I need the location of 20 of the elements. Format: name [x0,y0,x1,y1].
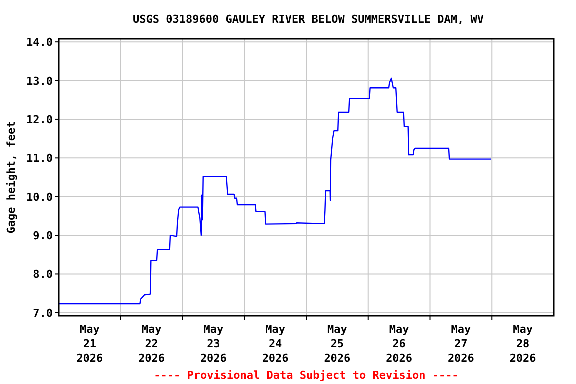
y-tick-label: 8.0 [33,268,53,282]
y-tick-label: 12.0 [26,113,53,126]
x-tick-label: May 26 2026 [386,323,413,365]
x-tick-label: May 23 2026 [200,323,228,365]
y-tick-label: 7.0 [33,306,53,320]
y-tick-label: 10.0 [26,190,53,204]
y-tick-label: 9.0 [33,230,53,243]
y-tick-label: 11.0 [26,152,53,166]
text: ---- Provisional Data Subject to Revision ---- [154,369,459,382]
chart-title: USGS 03189600 GAULEY RIVER BELOW SUMMERSVILLE DAM, WV [133,13,484,26]
line-series [58,78,492,305]
y-axis-title: Gage height, feet [5,121,18,234]
x-tick-label: May 21 2026 [76,323,104,365]
y-tick-label: 14.0 [26,36,53,50]
y-tick-label: 13.0 [26,74,53,88]
x-tick-label: May 22 2026 [138,323,166,365]
x-tick-label: May 28 2026 [510,323,537,365]
x-tick-label: May 24 2026 [262,323,290,365]
x-tick-label: May 25 2026 [324,323,352,365]
x-tick-label: May 27 2026 [448,323,475,365]
